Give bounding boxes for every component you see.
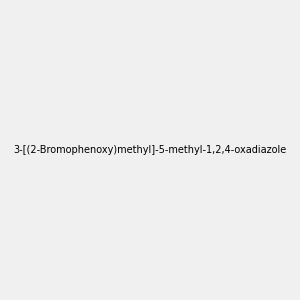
Text: 3-[(2-Bromophenoxy)methyl]-5-methyl-1,2,4-oxadiazole: 3-[(2-Bromophenoxy)methyl]-5-methyl-1,2,… bbox=[14, 145, 286, 155]
